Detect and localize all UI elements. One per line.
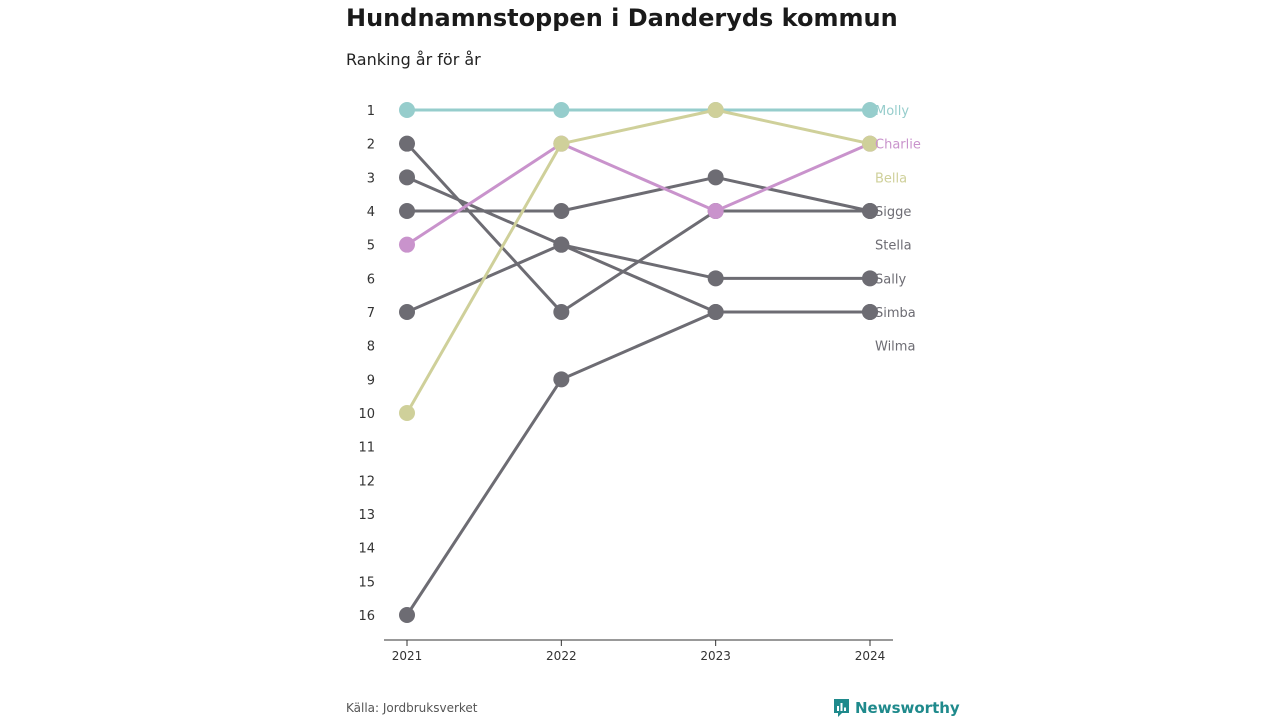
end-label-sally: Sally [875,272,906,287]
point-sally [399,304,415,320]
brand-logo[interactable]: Newsworthy [833,698,960,718]
end-label-stella: Stella [875,239,912,254]
series-line-bella [405,108,871,414]
end-label-molly: Molly [875,104,909,119]
point-simba [862,203,878,219]
y-tick-label: 6 [367,272,375,287]
y-tick-label: 1 [367,104,375,119]
y-tick-label: 10 [358,407,375,422]
y-tick-label: 3 [367,171,375,186]
point-sally [707,270,724,287]
y-tick-label: 7 [367,306,375,321]
end-label-wilma: Wilma [875,340,915,355]
point-bella [862,135,878,152]
point-sally [862,270,878,287]
newsworthy-logo-icon [834,699,849,717]
point-charlie [707,203,724,219]
point-wilma [399,607,415,623]
y-tick-label: 2 [367,138,375,153]
y-tick-label: 13 [358,508,375,523]
chart-title: Hundnamnstoppen i Danderyds kommun [346,4,898,32]
y-tick-label: 4 [367,205,375,220]
x-tick-label: 2023 [700,649,731,663]
point-simba [553,304,570,320]
point-sigge [553,203,570,219]
point-wilma [862,304,878,320]
end-label-bella: Bella [875,171,907,186]
point-bella [553,135,570,152]
series-line-charlie [406,142,871,246]
point-molly [399,102,415,118]
point-stella [399,169,415,186]
x-tick-label: 2021 [392,649,423,663]
series-line-simba [405,142,870,314]
point-bella [707,102,724,118]
y-tick-label: 9 [367,373,375,388]
source-note: Källa: Jordbruksverket [346,701,478,715]
y-tick-label: 12 [358,474,375,489]
x-tick-label: 2022 [546,649,577,663]
y-tick-label: 11 [358,441,375,456]
point-bella [399,405,415,421]
point-sigge [399,203,415,219]
y-tick-label: 5 [367,239,375,254]
series-line-wilma [405,310,870,616]
point-simba [399,135,415,152]
chart-subtitle: Ranking år för år [346,50,481,69]
point-sigge [707,169,724,186]
x-tick-label: 2024 [855,649,886,663]
y-tick-label: 14 [358,542,375,557]
point-charlie [399,236,415,253]
point-sally [553,236,570,253]
end-label-sigge: Sigge [875,205,911,220]
series-line-sigge [407,175,871,213]
y-tick-label: 16 [358,609,375,624]
point-molly [862,102,878,118]
y-tick-label: 8 [367,340,375,355]
y-tick-label: 15 [358,575,375,590]
point-wilma [707,304,724,320]
point-molly [553,102,570,118]
point-wilma [553,371,570,388]
end-label-simba: Simba [875,306,916,321]
end-label-charlie: Charlie [875,138,921,153]
brand-name: Newsworthy [855,699,960,717]
